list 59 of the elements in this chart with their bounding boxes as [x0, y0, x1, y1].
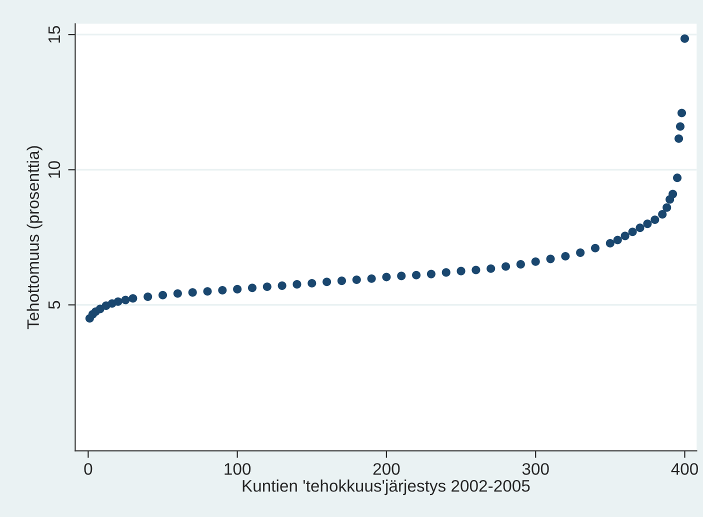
point — [676, 122, 685, 131]
point — [546, 254, 555, 264]
point — [367, 274, 376, 283]
y-tick-label: 5 — [48, 300, 60, 309]
point — [144, 292, 152, 302]
point — [531, 257, 540, 266]
point — [218, 286, 227, 295]
x-tick-label: 0 — [84, 463, 92, 475]
point — [620, 232, 630, 240]
point — [680, 34, 690, 43]
point — [561, 252, 570, 261]
point — [278, 281, 286, 290]
point — [173, 289, 182, 298]
point — [233, 284, 242, 294]
point — [486, 264, 496, 273]
point — [188, 288, 197, 297]
point — [668, 190, 678, 198]
x-tick-label: 300 — [522, 463, 549, 475]
point — [636, 224, 644, 232]
point — [262, 282, 272, 292]
point — [501, 262, 510, 271]
point — [397, 272, 406, 280]
x-tick-label: 100 — [224, 463, 251, 475]
point — [308, 278, 316, 288]
point — [516, 260, 525, 269]
point — [322, 278, 332, 286]
y-tick-label: 10 — [48, 161, 60, 178]
point — [662, 203, 672, 212]
point — [158, 290, 168, 300]
point — [352, 275, 361, 284]
point — [643, 220, 652, 228]
point — [677, 108, 686, 118]
point — [658, 210, 667, 219]
x-tick-label: 200 — [373, 463, 400, 475]
point — [292, 280, 302, 289]
point — [382, 272, 391, 282]
point — [248, 284, 257, 292]
point — [674, 134, 684, 143]
point — [650, 215, 660, 224]
point — [472, 266, 480, 274]
point — [412, 270, 421, 280]
y-axis-title: Tehottomuus (prosenttia) — [26, 146, 42, 330]
x-tick-label: 400 — [671, 463, 698, 475]
x-axis-title: Kuntien 'tehokkuus'järjestys 2002-2005 — [242, 480, 530, 496]
point — [576, 248, 585, 257]
point — [337, 276, 346, 286]
point — [590, 244, 600, 252]
point — [673, 174, 682, 182]
point — [442, 268, 450, 277]
point — [121, 296, 130, 304]
point — [613, 236, 622, 244]
point — [426, 270, 436, 278]
point — [606, 238, 614, 248]
y-tick-label: 15 — [48, 26, 60, 43]
point — [628, 228, 637, 236]
point — [203, 287, 212, 296]
point — [114, 297, 122, 306]
point — [456, 266, 466, 276]
point — [128, 294, 138, 303]
